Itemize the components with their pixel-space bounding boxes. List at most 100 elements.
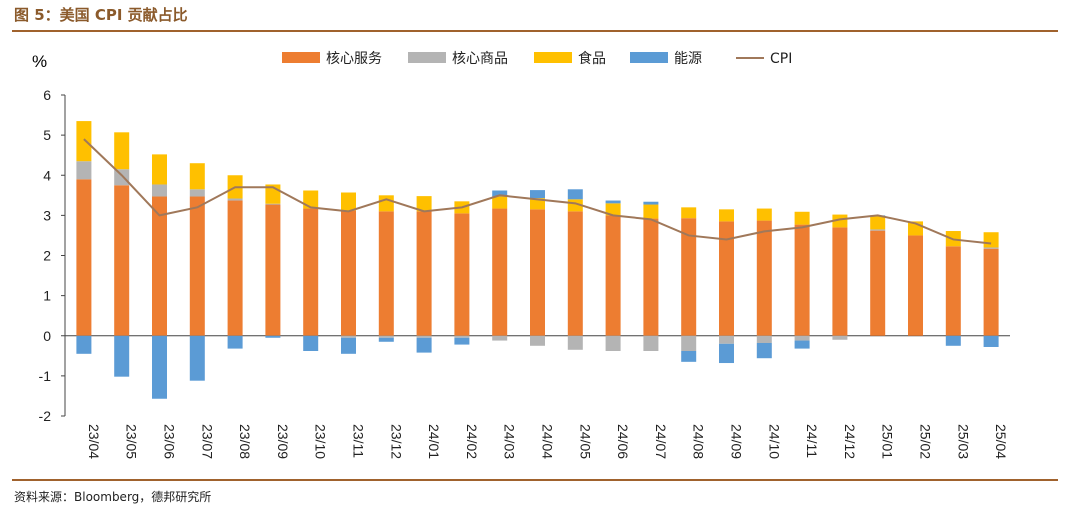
legend-label: 食品: [578, 50, 606, 67]
bar-segment: [605, 215, 621, 336]
x-tick-label: 24/09: [729, 424, 745, 459]
x-tick-label: 25/01: [880, 424, 896, 459]
bar-segment: [681, 335, 697, 351]
bar-segment: [189, 335, 205, 381]
bar-segment: [416, 196, 432, 212]
legend-swatch: [630, 52, 668, 63]
x-tick-label: 24/04: [540, 424, 556, 459]
bar-segment: [76, 121, 92, 162]
bar-segment: [114, 132, 130, 170]
bar-segment: [870, 229, 886, 231]
y-tick-label: 1: [43, 288, 51, 304]
bar-segment: [454, 335, 470, 338]
y-tick-label: 3: [43, 207, 51, 223]
legend-label: 能源: [674, 51, 702, 67]
source-rule: [12, 479, 1058, 481]
x-tick-label: 23/12: [388, 424, 404, 459]
x-tick-label: 23/10: [313, 424, 329, 459]
bar-segment: [303, 190, 319, 209]
bar-segment: [983, 248, 999, 336]
bar-segment: [530, 190, 545, 199]
source-note: 资料来源：Bloomberg，德邦研究所: [14, 490, 212, 504]
bar-segment: [152, 335, 167, 399]
bar-segment: [303, 335, 319, 351]
bar-segment: [530, 209, 545, 336]
bar-segment: [454, 337, 470, 345]
bar-segment: [794, 340, 810, 349]
bar-segment: [530, 335, 545, 346]
bar-segment: [719, 209, 734, 222]
legend-swatch: [408, 52, 446, 63]
bar-segment: [227, 335, 243, 349]
x-tick-label: 24/12: [842, 424, 858, 459]
x-tick-label: 24/03: [502, 424, 518, 459]
bar-segment: [756, 342, 772, 359]
legend-swatch: [534, 52, 572, 63]
x-tick-label: 25/02: [918, 424, 934, 459]
legend-label: 核心服务: [326, 51, 382, 67]
bar-segment: [719, 335, 734, 344]
y-tick-label: 0: [43, 328, 51, 344]
bar-segment: [870, 230, 886, 336]
bar-segment: [378, 337, 394, 342]
bar-segment: [492, 196, 508, 209]
bar-segment: [832, 227, 848, 336]
legend-swatch: [282, 52, 320, 63]
bar-segment: [416, 335, 432, 338]
bar-segment: [794, 335, 810, 341]
bar-segment: [945, 246, 961, 336]
bar-segment: [76, 335, 92, 354]
x-tick-label: 24/05: [577, 424, 593, 459]
bar-segment: [76, 161, 92, 180]
bar-segment: [643, 204, 659, 219]
bar-segment: [152, 196, 167, 336]
bar-segment: [870, 216, 886, 230]
bar-segment: [492, 335, 508, 341]
bar-segment: [643, 218, 659, 336]
cpi-line: [83, 138, 992, 245]
bar-segment: [227, 198, 243, 201]
bar-segment: [416, 337, 432, 353]
bar-segment: [492, 208, 508, 336]
bar-segment: [341, 210, 356, 336]
x-tick-label: 23/06: [162, 424, 178, 459]
bar-segment: [265, 335, 281, 338]
x-tick-label: 23/11: [351, 424, 367, 458]
bars: [76, 121, 999, 399]
bar-segment: [983, 335, 999, 347]
bar-segment: [303, 208, 319, 336]
x-tick-label: 25/03: [955, 424, 971, 459]
bar-segment: [681, 350, 697, 362]
bar-segment: [832, 214, 848, 228]
bar-segment: [719, 343, 734, 364]
bar-segment: [189, 196, 205, 336]
bar-segment: [945, 335, 961, 346]
bar-segment: [341, 192, 356, 211]
bar-segment: [492, 190, 508, 197]
bar-segment: [756, 208, 772, 221]
bar-segment: [416, 211, 432, 336]
title-rule: [12, 30, 1058, 32]
legend-label: CPI: [770, 51, 792, 67]
bar-segment: [265, 204, 281, 336]
x-tick-label: 23/04: [86, 424, 102, 459]
legend: 核心服务 核心商品 食品 能源 CPI: [282, 50, 792, 67]
y-tick-label: 5: [43, 127, 51, 143]
bar-segment: [567, 335, 583, 350]
bar-segment: [756, 335, 772, 343]
bar-segment: [76, 179, 92, 336]
bar-segment: [567, 189, 583, 200]
bar-segment: [265, 203, 281, 205]
x-tick-label: 23/07: [199, 424, 215, 459]
bar-segment: [378, 211, 394, 336]
legend-label: 核心商品: [452, 51, 508, 67]
x-tick-label: 24/10: [766, 424, 782, 459]
bar-segment: [643, 201, 659, 205]
bar-segment: [341, 335, 356, 338]
x-tick-label: 24/08: [691, 424, 707, 459]
y-tick-label: 4: [43, 167, 51, 183]
bar-segment: [189, 189, 205, 197]
y-tick-label: 2: [43, 248, 51, 264]
bar-segment: [643, 335, 659, 351]
axes: -2 -1 0 1 2 3 4 5 6: [39, 87, 1010, 424]
